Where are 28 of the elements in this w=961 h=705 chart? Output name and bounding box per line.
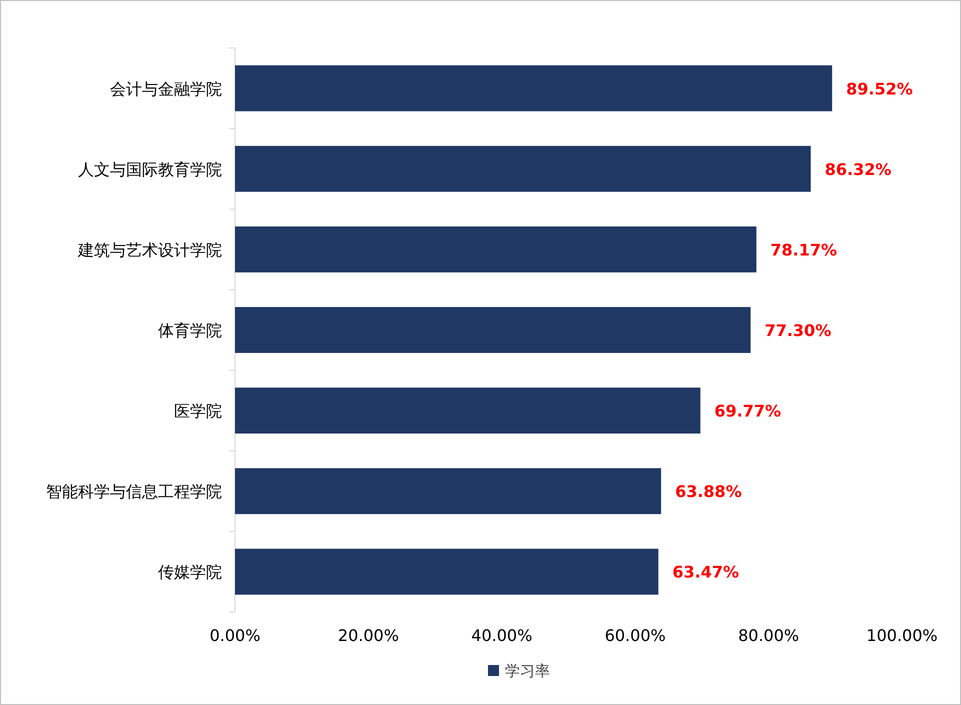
x-tick-label: 20.00% [338,626,399,645]
data-label: 89.52% [846,79,913,98]
bar [235,307,751,353]
bar [235,388,700,434]
data-label: 77.30% [764,321,832,340]
bar [235,226,756,272]
x-tick-label: 0.00% [210,626,260,645]
legend-label: 学习率 [505,662,550,680]
y-tick-label: 传媒学院 [158,562,222,582]
bar [235,146,811,192]
y-tick-label: 医学院 [174,402,222,421]
bar [235,65,832,112]
y-tick-label: 体育学院 [158,321,222,340]
data-label: 69.77% [714,402,782,421]
bar [235,468,662,514]
y-tick-label: 会计与金融学院 [110,79,222,98]
x-tick-label: 40.00% [471,626,532,645]
data-label: 63.47% [672,562,739,582]
bar [235,548,658,595]
y-tick-label: 智能科学与信息工程学院 [46,482,222,502]
data-label: 78.17% [770,240,838,260]
y-tick-label: 人文与国际教育学院 [78,160,222,179]
data-label: 86.32% [824,160,892,179]
data-label: 63.88% [675,482,742,502]
y-tick-label: 建筑与艺术设计学院 [77,240,222,260]
x-tick-label: 80.00% [738,626,800,645]
x-tick-label: 100.00% [866,626,938,645]
x-tick-label: 60.00% [604,626,666,645]
